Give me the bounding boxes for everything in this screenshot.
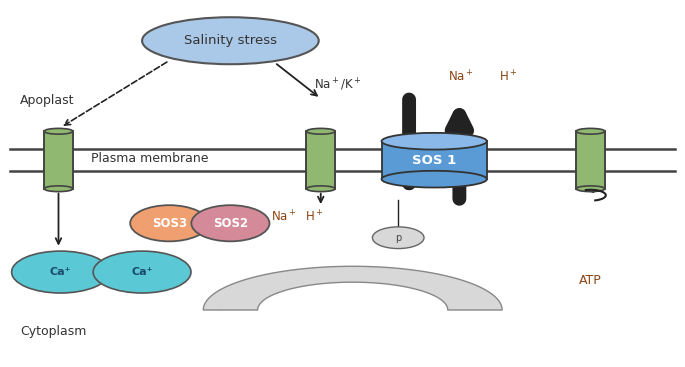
Text: ATP: ATP	[579, 274, 602, 287]
PathPatch shape	[203, 266, 502, 310]
Ellipse shape	[45, 186, 73, 192]
Ellipse shape	[142, 17, 319, 64]
Polygon shape	[45, 131, 73, 189]
Text: Na$^+$/K$^+$: Na$^+$/K$^+$	[314, 77, 362, 93]
Polygon shape	[382, 141, 487, 179]
Ellipse shape	[191, 205, 269, 241]
Text: p: p	[395, 233, 401, 243]
Ellipse shape	[306, 186, 335, 192]
Text: H$^+$: H$^+$	[305, 209, 324, 224]
Text: Na$^+$: Na$^+$	[271, 209, 297, 224]
Ellipse shape	[306, 128, 335, 134]
Polygon shape	[576, 131, 605, 189]
Ellipse shape	[382, 133, 487, 150]
Polygon shape	[306, 131, 335, 189]
Text: Plasma membrane: Plasma membrane	[91, 152, 209, 166]
Text: SOS 1: SOS 1	[412, 153, 456, 167]
Ellipse shape	[576, 186, 605, 192]
Ellipse shape	[130, 205, 208, 241]
Text: Apoplast: Apoplast	[20, 94, 74, 107]
Ellipse shape	[93, 251, 191, 293]
Text: H$^+$: H$^+$	[499, 69, 517, 84]
Text: SOS3: SOS3	[151, 217, 187, 230]
Text: Na$^+$: Na$^+$	[448, 69, 473, 84]
Text: Cytoplasm: Cytoplasm	[20, 325, 86, 338]
Text: Salinity stress: Salinity stress	[184, 34, 277, 47]
Ellipse shape	[12, 251, 110, 293]
Text: Ca⁺: Ca⁺	[132, 267, 153, 277]
Ellipse shape	[373, 227, 424, 248]
Ellipse shape	[382, 171, 487, 188]
Text: Ca⁺: Ca⁺	[50, 267, 71, 277]
Ellipse shape	[45, 128, 73, 134]
Text: SOS2: SOS2	[213, 217, 248, 230]
Ellipse shape	[576, 128, 605, 134]
